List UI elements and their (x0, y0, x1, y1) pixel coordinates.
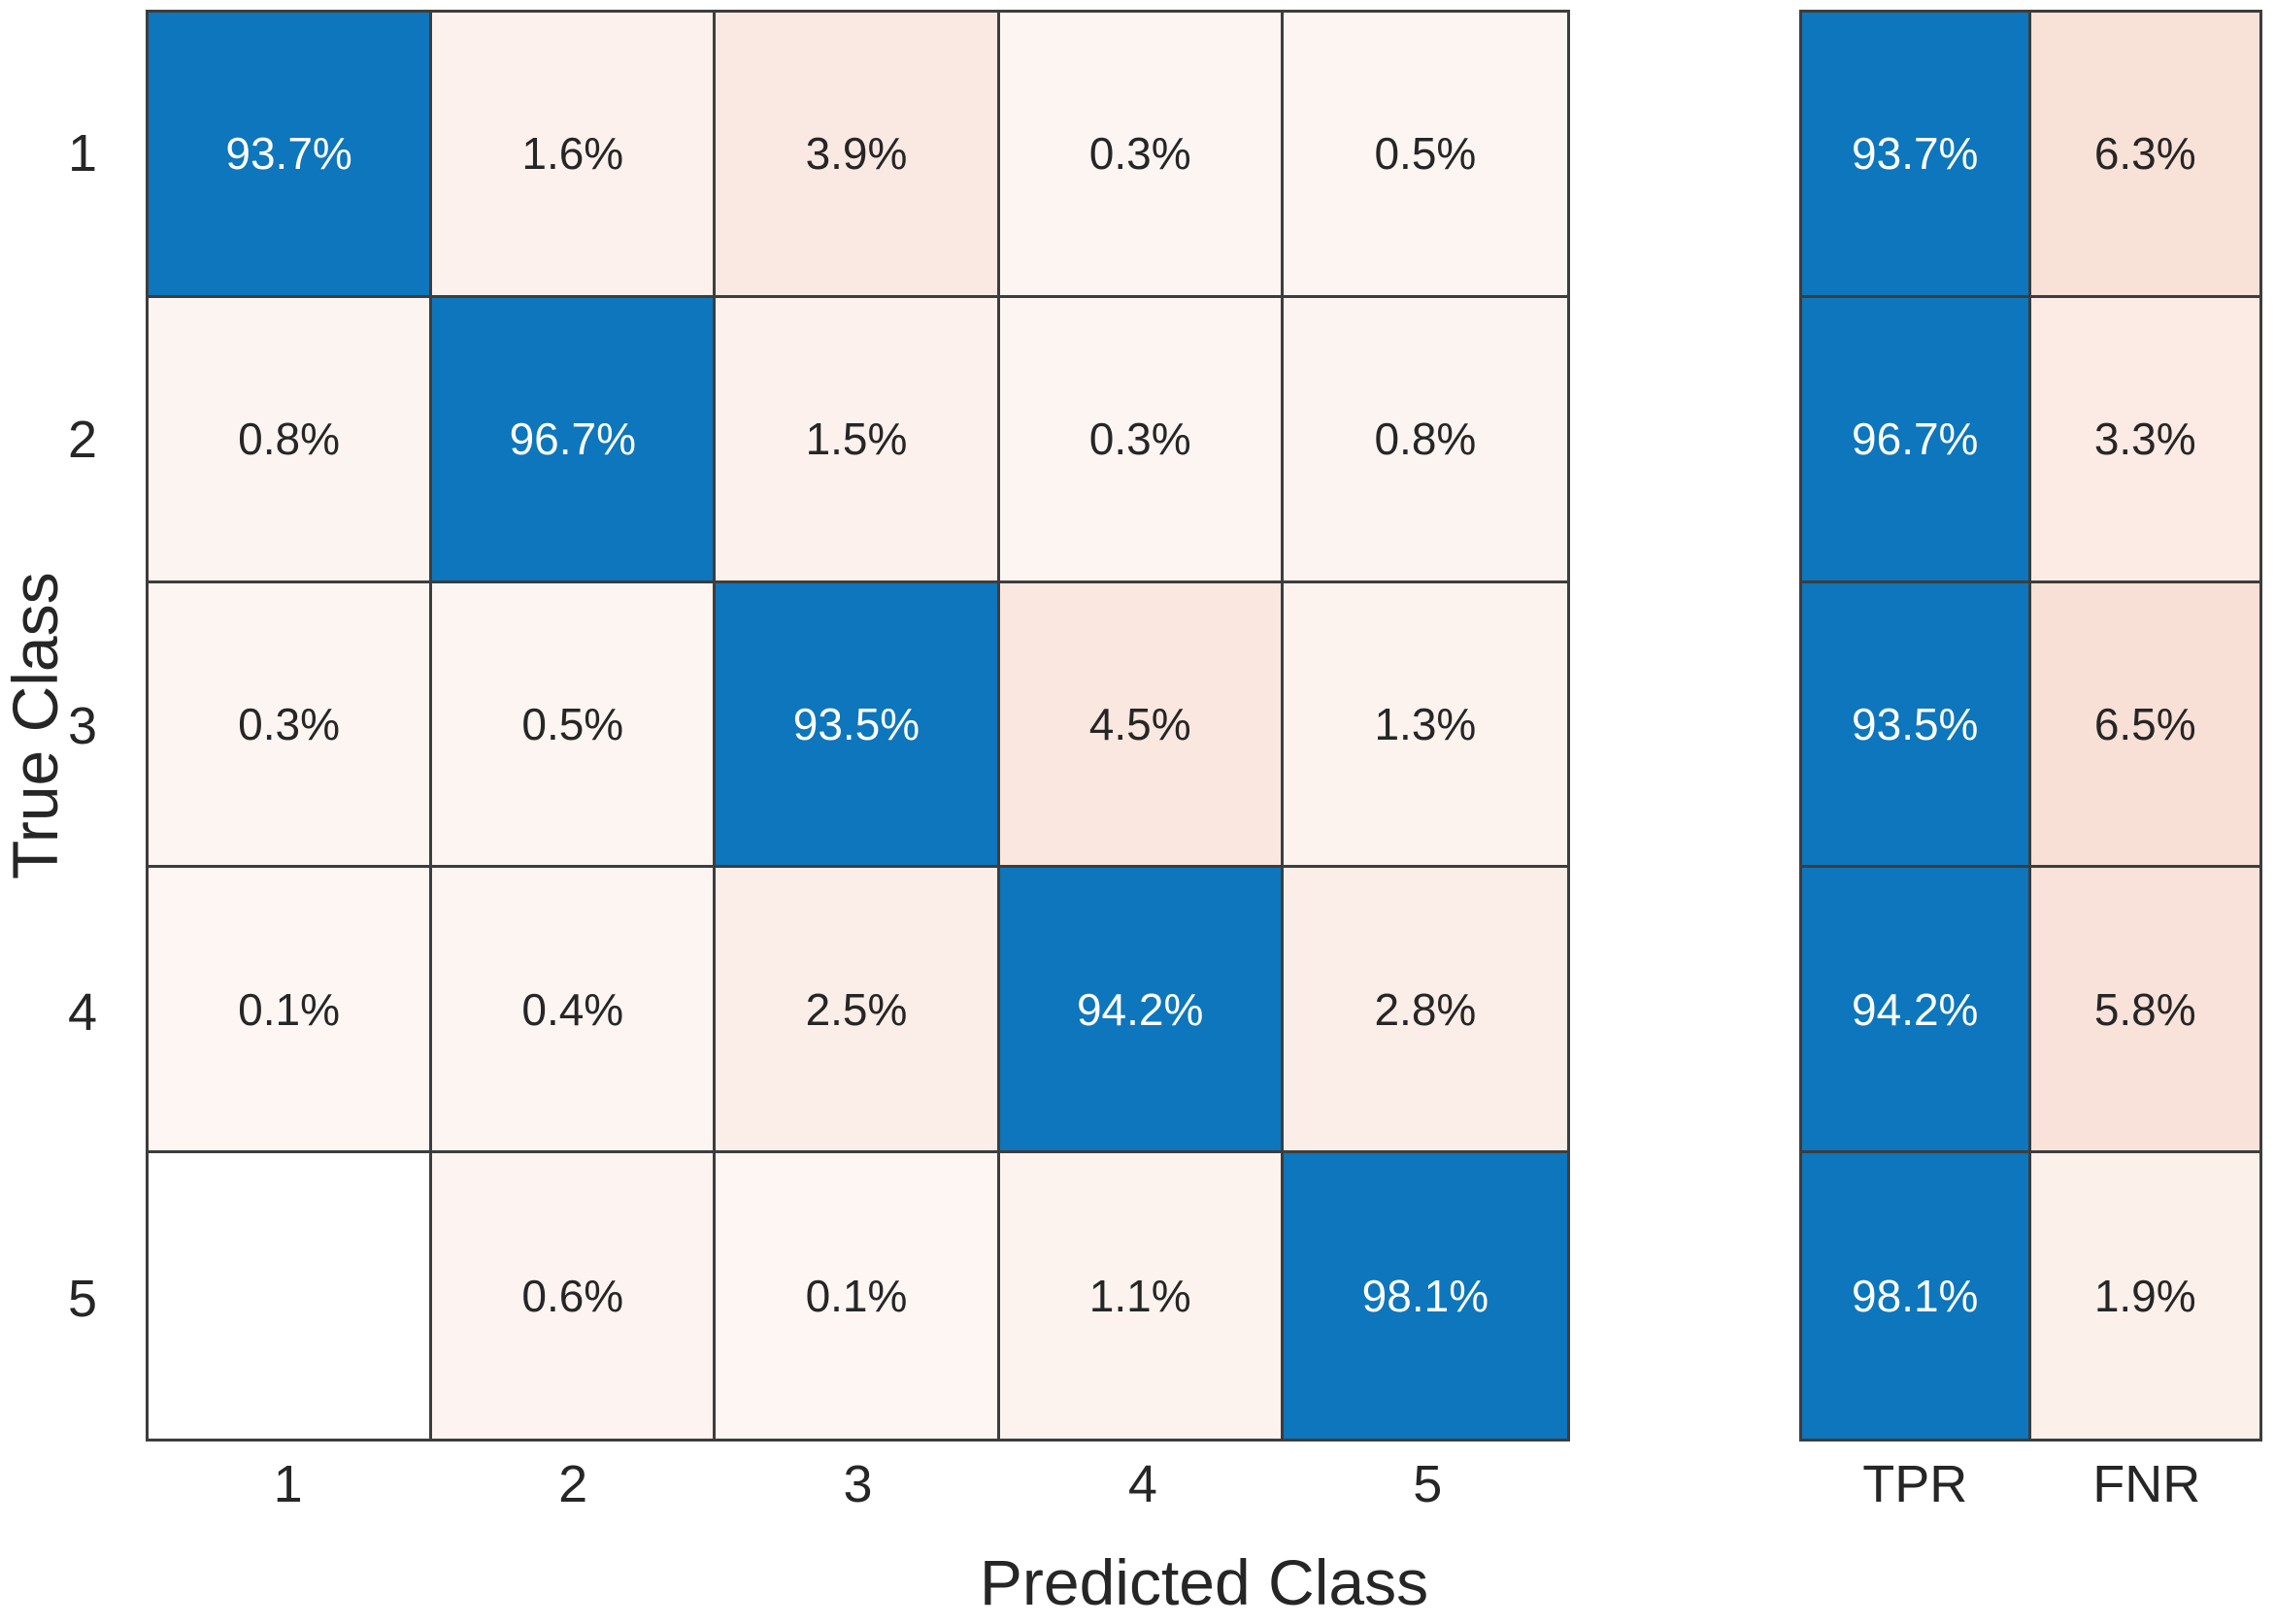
summary-tpr-cell: 96.7% (1802, 297, 2031, 583)
matrix-cell: 3.9% (716, 13, 1000, 298)
x-tick-label: 2 (558, 1455, 588, 1513)
matrix-cell: 94.2% (999, 868, 1284, 1154)
summary-fnr-cell: 6.3% (2030, 13, 2259, 298)
matrix-cell: 93.5% (716, 582, 1000, 869)
summary-tpr-cell: 98.1% (1802, 1153, 2031, 1439)
matrix-cell: 98.1% (1283, 1153, 1567, 1439)
row-summary-grid: 93.7% 6.3% 96.7% 3.3% 93.5% 6.5% 94.2% 5.8% 98.1… (1799, 10, 2262, 1442)
summary-column-label: FNR (2092, 1455, 2201, 1513)
y-tick-label: 4 (67, 982, 97, 1042)
matrix-cell: 1.3% (1283, 582, 1567, 869)
summary-fnr-cell: 5.8% (2030, 868, 2259, 1154)
matrix-cell: 0.3% (999, 13, 1284, 298)
matrix-cell: 0.1% (149, 868, 433, 1154)
matrix-cell: 1.1% (999, 1153, 1284, 1439)
matrix-cell: 2.8% (1283, 868, 1567, 1154)
summary-tpr-cell: 93.5% (1802, 582, 2031, 869)
summary-column-label: TPR (1862, 1455, 1968, 1513)
matrix-cell: 96.7% (432, 297, 717, 583)
matrix-cell: 0.1% (716, 1153, 1000, 1439)
confusion-matrix-grid: 93.7% 1.6% 3.9% 0.3% 0.5% 0.8% 96.7% 1.5% 0.3% 0.… (146, 10, 1570, 1442)
y-tick-label: 1 (67, 123, 97, 182)
matrix-cell: 0.3% (149, 582, 433, 869)
x-tick-label: 1 (273, 1455, 303, 1513)
summary-fnr-cell: 1.9% (2030, 1153, 2259, 1439)
y-tick-label: 2 (67, 410, 97, 469)
matrix-cell: 2.5% (716, 868, 1000, 1154)
summary-fnr-cell: 6.5% (2030, 582, 2259, 869)
matrix-cell: 0.5% (432, 582, 717, 869)
x-axis-label: Predicted Class (979, 1546, 1429, 1618)
matrix-cell: 0.8% (149, 297, 433, 583)
x-tick-label: 4 (1127, 1455, 1157, 1513)
y-tick-label: 5 (67, 1269, 97, 1328)
matrix-cell: 0.5% (1283, 13, 1567, 298)
matrix-cell: 4.5% (999, 582, 1284, 869)
summary-tpr-cell: 94.2% (1802, 868, 2031, 1154)
matrix-cell: 0.8% (1283, 297, 1567, 583)
matrix-cell: 1.6% (432, 13, 717, 298)
matrix-cell: 93.7% (149, 13, 433, 298)
matrix-cell: 0.6% (432, 1153, 717, 1439)
matrix-cell: 0.3% (999, 297, 1284, 583)
summary-fnr-cell: 3.3% (2030, 297, 2259, 583)
y-tick-label: 3 (67, 696, 97, 755)
matrix-cell: 0.4% (432, 868, 717, 1154)
matrix-cell (149, 1153, 433, 1439)
x-tick-label: 3 (843, 1455, 873, 1513)
x-tick-label: 5 (1413, 1455, 1443, 1513)
summary-tpr-cell: 93.7% (1802, 13, 2031, 298)
matrix-cell: 1.5% (716, 297, 1000, 583)
